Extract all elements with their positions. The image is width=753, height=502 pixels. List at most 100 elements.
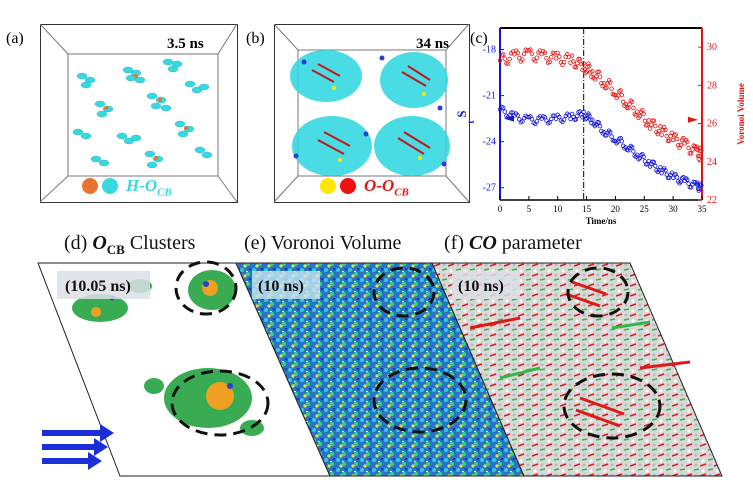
right-series-point: [534, 55, 540, 60]
right-series-point: [590, 69, 595, 74]
plot-area: [500, 28, 702, 200]
panel-f-label: (f): [444, 232, 464, 254]
right-series-point: [628, 98, 634, 103]
right-series-point: [542, 50, 548, 55]
left-series-point: [529, 117, 535, 122]
panel-a-legend-dots: [82, 178, 118, 194]
left-series-point: [568, 116, 573, 122]
right-series-point: [699, 148, 704, 153]
panel-b-legend-sub: CB: [394, 186, 409, 199]
left-series-point: [515, 113, 520, 118]
panel-d-title-main: O: [92, 232, 107, 254]
right-series-point: [544, 55, 549, 61]
panel-f-snapshot: (10 ns): [431, 262, 723, 477]
x-tick-label: 25: [640, 204, 650, 214]
x-tick-label: 20: [611, 204, 621, 214]
y-right-tick-label: 22: [707, 195, 717, 206]
left-series-point: [699, 183, 704, 188]
left-series-point: [636, 157, 641, 162]
right-series-point: [573, 65, 579, 70]
left-series-point: [658, 165, 663, 170]
left-series-point: [608, 130, 613, 135]
right-series-point: [528, 47, 533, 52]
left-series-point: [685, 177, 690, 182]
right-series-point: [596, 69, 601, 74]
left-series-point: [593, 122, 599, 127]
right-series-point: [580, 67, 585, 73]
right-series-point: [497, 58, 503, 63]
left-series-point: [583, 116, 588, 122]
right-series-point: [651, 118, 657, 124]
right-series-point: [678, 142, 684, 148]
panel-b-time: 34 ns: [416, 36, 449, 52]
panel-a-legend-text: H-O: [126, 176, 158, 195]
lower-panels: (10.05 ns) (10 ns) (10 ns): [37, 260, 723, 477]
right-series-point: [581, 61, 586, 66]
panel-b-box: [274, 24, 470, 203]
right-series-point: [529, 51, 535, 57]
left-series-point: [683, 176, 689, 181]
left-series-point: [626, 148, 631, 153]
panel-d-label: (d): [64, 232, 88, 254]
panel-f-title-main: CO: [468, 232, 497, 254]
right-series-point: [640, 107, 645, 113]
right-series-point: [520, 57, 525, 62]
right-series-point: [597, 74, 603, 79]
panel-a-clusters: [72, 58, 213, 169]
right-series-point: [555, 50, 560, 56]
right-series-point: [501, 52, 506, 57]
right-series-point: [547, 59, 552, 65]
right-series-point: [609, 86, 614, 91]
right-series-point: [652, 123, 658, 129]
arrow-icons: [42, 424, 114, 470]
legend-dot-orange: [82, 178, 98, 194]
right-series-point: [587, 64, 592, 69]
left-series-arrow-icon: [504, 115, 514, 122]
left-series-point: [509, 110, 514, 115]
right-series-point: [618, 88, 623, 93]
left-series-point: [534, 119, 540, 124]
left-series-point: [599, 128, 604, 134]
right-series-point: [585, 64, 590, 69]
panel-d-snapshot: (10.05 ns): [37, 260, 331, 477]
right-series-point: [631, 105, 636, 111]
x-tick-label: 35: [698, 204, 708, 214]
panel-d-title-sub: CB: [106, 242, 125, 257]
right-series-point: [656, 128, 662, 134]
left-series-point: [550, 113, 556, 118]
left-series-point: [581, 109, 586, 115]
panel-e-title-text: Voronoi Volume: [270, 232, 402, 254]
panel-c-label: (c): [470, 30, 488, 47]
x-tick-label: 5: [527, 204, 532, 214]
y-left-tick-label: -27: [483, 183, 496, 194]
right-series-arrow-icon: [688, 116, 698, 123]
panel-a-box: [40, 24, 238, 203]
right-series-point: [553, 56, 559, 61]
right-series-point: [507, 56, 512, 62]
right-series-point: [698, 145, 703, 151]
y-right-axis-label: Voronoi Volume: [736, 83, 746, 145]
left-series-point: [502, 109, 508, 114]
panel-b-legend-text: O-O: [364, 176, 395, 195]
panel-e-label: (e): [244, 232, 267, 254]
right-series-point: [692, 144, 698, 149]
x-axis-label: Time/ns: [586, 216, 617, 226]
y-left-axis-label: S: [454, 110, 469, 117]
left-series-point: [652, 163, 658, 169]
right-series-point: [569, 53, 575, 58]
panel-a-legend: H-OCB: [126, 176, 172, 198]
right-series-point: [663, 127, 668, 133]
left-series-point: [561, 117, 567, 122]
left-series-point: [542, 114, 548, 120]
left-series-point: [629, 144, 635, 150]
left-series-point: [587, 113, 592, 118]
y-right-tick-label: 28: [707, 80, 717, 91]
panel-a-legend-sub: CB: [157, 186, 172, 199]
right-series-point: [685, 139, 690, 145]
left-series-point: [596, 120, 601, 125]
right-series-point: [586, 61, 591, 66]
left-series-point: [682, 178, 687, 183]
y-left-axis-label-sub: t: [466, 121, 476, 124]
y-right-tick-label: 30: [707, 42, 717, 53]
right-series-point: [604, 85, 609, 90]
